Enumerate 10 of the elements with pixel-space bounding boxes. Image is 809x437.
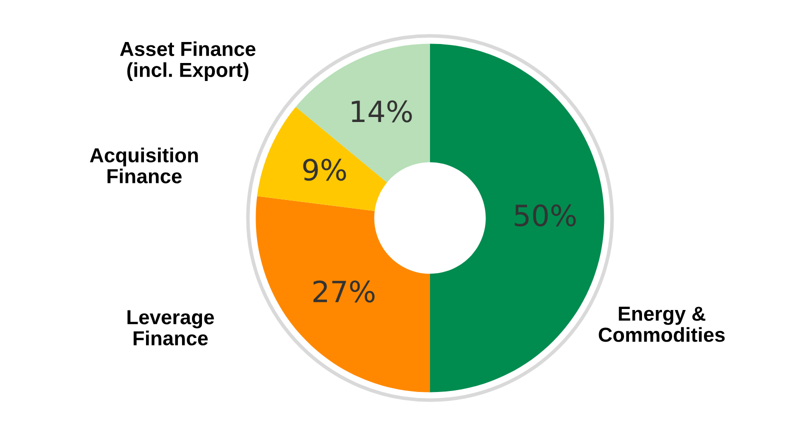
slice-label: Acquisition Finance <box>90 148 198 184</box>
data-label: 50% <box>514 204 576 226</box>
slice-label: Energy & Commodities <box>598 306 725 342</box>
data-label: 27% <box>313 280 375 303</box>
donut-slice <box>256 196 430 392</box>
data-label: 9% <box>303 158 346 181</box>
slice-label: Asset Finance (incl. Export) <box>120 41 256 82</box>
slice-label: Leverage Finance <box>128 310 214 346</box>
data-label: 14% <box>352 100 412 122</box>
donut-slice <box>296 44 430 182</box>
